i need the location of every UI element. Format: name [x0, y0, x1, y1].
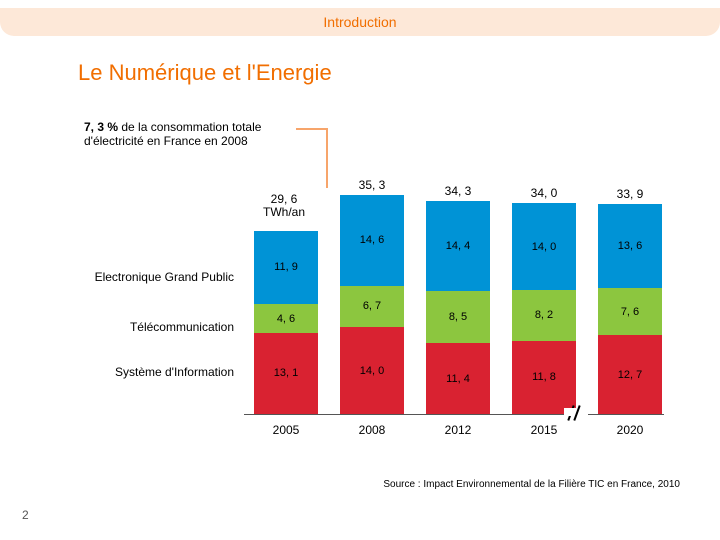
legend-si: Système d'Information [84, 365, 234, 379]
xlabel-2020: 2020 [598, 423, 662, 437]
seg-tel-2015: 8, 2 [512, 290, 576, 341]
legend-egp: Electronique Grand Public [84, 270, 234, 284]
section-header: Introduction [0, 8, 720, 36]
callout-pct: 7, 3 % [84, 120, 118, 134]
xlabel-2015: 2015 [512, 423, 576, 437]
seg-si-2020: 12, 7 [598, 335, 662, 414]
xlabel-2005: 2005 [254, 423, 318, 437]
seg-egp-2020: 13, 6 [598, 204, 662, 288]
seg-egp-2012: 14, 4 [426, 201, 490, 290]
xlabel-2008: 2008 [340, 423, 404, 437]
seg-si-2008: 14, 0 [340, 327, 404, 414]
seg-tel-2008: 6, 7 [340, 286, 404, 328]
total-2012: 34, 3 [426, 184, 490, 198]
callout-connector-h [296, 128, 326, 130]
seg-egp-2005: 11, 9 [254, 231, 318, 305]
seg-egp-2015: 14, 0 [512, 203, 576, 290]
seg-tel-2020: 7, 6 [598, 288, 662, 335]
bar-col-2008: 14, 66, 714, 0 [340, 195, 404, 414]
page-title: Le Numérique et l'Energie [78, 60, 332, 86]
bar-col-2020: 13, 67, 612, 7 [598, 204, 662, 414]
legend-tel: Télécommunication [84, 320, 234, 334]
total-2020: 33, 9 [598, 187, 662, 201]
bar-col-2015: 14, 08, 211, 8 [512, 203, 576, 414]
source-citation: Source : Impact Environnemental de la Fi… [383, 479, 680, 490]
page-number: 2 [22, 508, 29, 522]
bar-col-2005: 11, 94, 613, 1 [254, 231, 318, 415]
callout-text: 7, 3 % de la consommation totale d'élect… [84, 120, 294, 149]
slide: Introduction Le Numérique et l'Energie 7… [0, 0, 720, 540]
total-2015: 34, 0 [512, 186, 576, 200]
seg-tel-2005: 4, 6 [254, 304, 318, 333]
xlabel-2012: 2012 [426, 423, 490, 437]
stacked-bar-chart: 29, 6 TWh/an Electronique Grand Public T… [84, 165, 664, 455]
total-2008: 35, 3 [340, 178, 404, 192]
seg-si-2012: 11, 4 [426, 343, 490, 414]
seg-tel-2012: 8, 5 [426, 291, 490, 344]
seg-si-2005: 13, 1 [254, 333, 318, 414]
bar-col-2012: 14, 48, 511, 4 [426, 201, 490, 414]
chart-bars-area: 11, 94, 613, 114, 66, 714, 035, 314, 48,… [244, 165, 664, 415]
seg-egp-2008: 14, 6 [340, 195, 404, 286]
